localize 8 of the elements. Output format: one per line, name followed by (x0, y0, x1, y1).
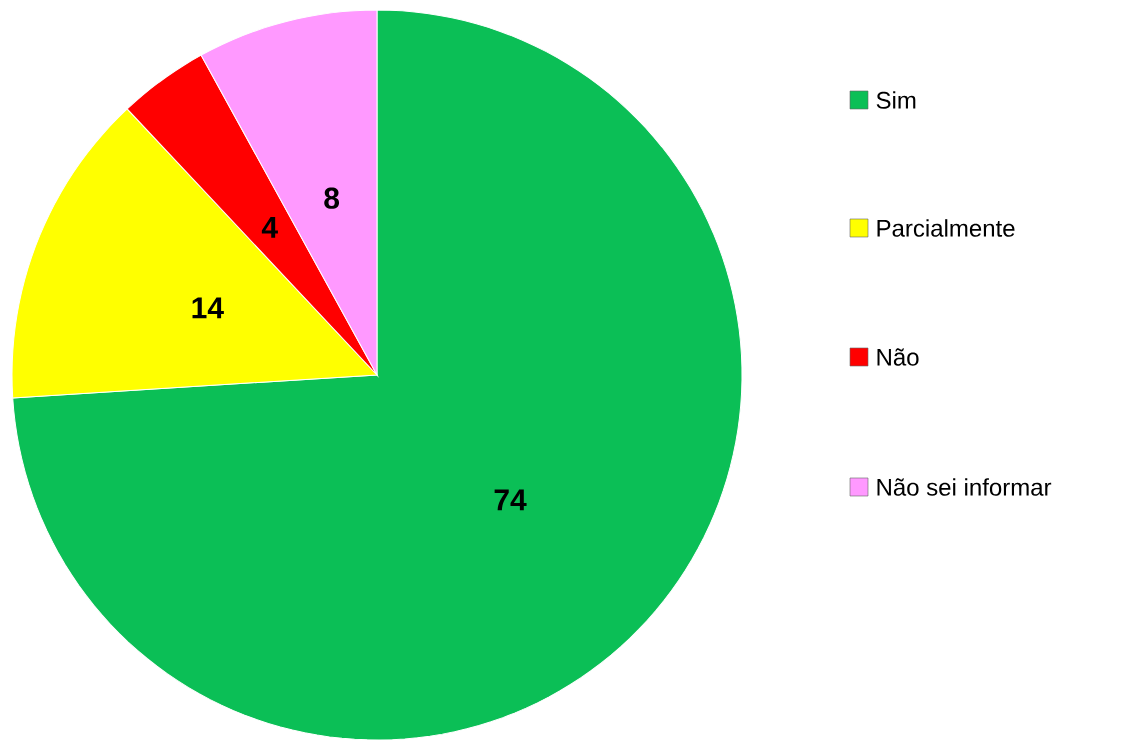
data-label: 4 (261, 217, 278, 238)
data-label: 14 (192, 297, 224, 319)
legend-label: Não sei informar (877, 478, 1052, 496)
legend-label: Não (877, 348, 919, 366)
legend-label: Parcialmente (877, 219, 1015, 237)
data-label: 74 (494, 489, 527, 511)
legend-label: Sim (876, 91, 916, 109)
data-label: 8 (324, 187, 340, 209)
